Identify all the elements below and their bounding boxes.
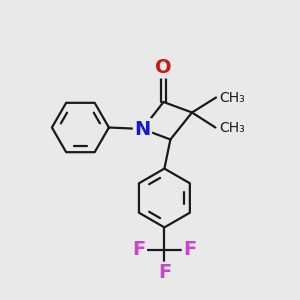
Text: F: F xyxy=(158,263,171,282)
Text: N: N xyxy=(134,119,151,139)
Text: CH₃: CH₃ xyxy=(220,91,245,104)
Text: CH₃: CH₃ xyxy=(219,121,245,134)
Text: O: O xyxy=(155,58,172,77)
Text: F: F xyxy=(132,240,146,260)
Text: F: F xyxy=(183,240,196,260)
